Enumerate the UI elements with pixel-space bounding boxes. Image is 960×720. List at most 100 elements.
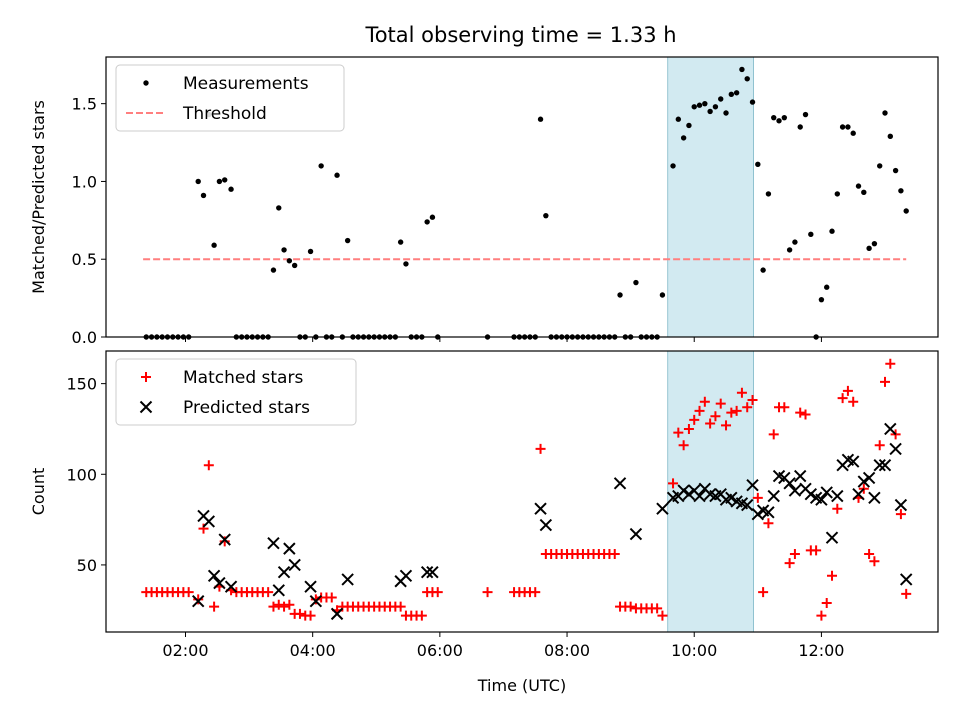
chart-1-series-1-point-13 bbox=[309, 594, 323, 608]
chart-1-series-0-point-109 bbox=[795, 407, 806, 418]
panel-top: 0.0 0.5 1.0 1.5 Matched/Predicted stars Measu… bbox=[29, 56, 939, 347]
chart-1-series-0-point-51 bbox=[416, 610, 427, 621]
chart-0-series-0-point-123 bbox=[871, 240, 878, 247]
chart-1-ytick-label-2: 150 bbox=[66, 375, 97, 394]
chart-1-series-1-point-47 bbox=[783, 477, 796, 490]
chart-1-series-0-point-100 bbox=[747, 394, 758, 405]
chart-1-series-0-point-92 bbox=[705, 418, 716, 429]
chart-1-series-1-point-65 bbox=[878, 459, 892, 472]
chart-1-xtick-label-1: 04:00 bbox=[290, 641, 336, 660]
chart-1-series-1-point-68 bbox=[894, 498, 908, 512]
chart-1-legend-label-0: Matched stars bbox=[183, 368, 303, 388]
chart-1-series-1-point-2 bbox=[202, 515, 216, 528]
chart-1-series-1-point-28 bbox=[682, 488, 696, 501]
chart-0-legend-box bbox=[115, 64, 345, 132]
panel-bottom: 02:00 04:00 06:00 08:00 10:00 12:00 50 100 150 Co… bbox=[29, 350, 939, 695]
chart-1-series-1-point-44 bbox=[767, 489, 780, 503]
chart-1-series-0-point-90 bbox=[694, 405, 705, 416]
chart-1-series-1-point-55 bbox=[825, 531, 839, 544]
chart-1-series-0-point-8 bbox=[183, 587, 194, 598]
chart-0-axes-frame bbox=[105, 56, 939, 338]
chart-1-series-1-point-7 bbox=[267, 536, 280, 550]
chart-0-series-0-point-117 bbox=[839, 124, 846, 130]
chart-1-series-0-point-119 bbox=[848, 396, 859, 407]
chart-0-series-0-point-35 bbox=[334, 172, 340, 178]
chart-0-series-0-point-106 bbox=[781, 114, 788, 121]
chart-1-series-0-point-9 bbox=[193, 594, 204, 605]
chart-1-series-0-point-94 bbox=[715, 398, 726, 409]
chart-0-series-0-point-47 bbox=[397, 239, 404, 245]
chart-0-series-0-point-88 bbox=[686, 122, 692, 129]
chart-1-ytick-label-0: 50 bbox=[77, 556, 97, 575]
chart-1-series-1-point-22 bbox=[613, 477, 627, 490]
chart-0-series-0-point-97 bbox=[733, 90, 740, 96]
chart-0-highlight-span bbox=[667, 56, 754, 338]
chart-1-series-1-point-43 bbox=[762, 506, 775, 519]
chart-1-series-1-point-40 bbox=[746, 478, 759, 492]
chart-0-series-0-point-116 bbox=[834, 191, 841, 197]
chart-0-series-0-point-86 bbox=[675, 116, 682, 122]
chart-1-legend-handle-1 bbox=[139, 400, 153, 414]
chart-1-series-0-point-34 bbox=[326, 592, 337, 603]
chart-0-series-0-point-24 bbox=[276, 205, 282, 211]
chart-1-legend-box bbox=[115, 358, 357, 426]
chart-0-series-0-point-14 bbox=[222, 177, 228, 183]
chart-1-axes-frame bbox=[105, 350, 939, 633]
chart-1-series-1-point-66 bbox=[884, 422, 897, 436]
chart-0-series-0-point-104 bbox=[771, 114, 777, 121]
chart-0-ytick-label-1: 0.5 bbox=[72, 250, 97, 269]
chart-1-series-0-point-91 bbox=[699, 396, 710, 407]
chart-1-series-1-point-23 bbox=[629, 527, 643, 541]
chart-0-series-0-point-90 bbox=[696, 102, 703, 108]
chart-1-legend-handle-0 bbox=[141, 372, 151, 382]
chart-1-series-0-point-75 bbox=[609, 549, 620, 560]
chart-1-xlabel: Time (UTC) bbox=[477, 676, 566, 695]
chart-1-series-0-point-107 bbox=[784, 558, 795, 569]
chart-1-series-1-point-62 bbox=[862, 471, 876, 485]
chart-0-series-0-point-109 bbox=[797, 124, 803, 130]
chart-1-series-1-point-18 bbox=[420, 565, 434, 579]
chart-0-series-0-point-62 bbox=[543, 212, 549, 219]
chart-1-series-1-point-69 bbox=[899, 573, 913, 586]
chart-1-series-0-point-115 bbox=[827, 570, 838, 581]
chart-1-series-0-point-97 bbox=[731, 405, 742, 416]
chart-0-series-0-point-96 bbox=[728, 91, 735, 98]
chart-0-ytick-label-0: 0.0 bbox=[72, 328, 97, 347]
chart-0-ytick-label-2: 1.0 bbox=[72, 172, 97, 191]
chart-0-series-0-point-10 bbox=[200, 192, 207, 199]
chart-1-series-0-point-14 bbox=[219, 536, 230, 547]
chart-0-series-0-point-107 bbox=[786, 247, 793, 253]
chart-0-series-0-point-79 bbox=[633, 279, 639, 286]
chart-0-series-0-point-118 bbox=[845, 124, 851, 130]
chart-0-series-0-point-48 bbox=[403, 261, 409, 267]
chart-1-series-1-point-4 bbox=[213, 576, 226, 590]
chart-1-series-1-point-63 bbox=[868, 491, 881, 505]
chart-0-series-0-point-37 bbox=[344, 237, 351, 244]
chart-1-series-0-point-28 bbox=[294, 608, 305, 619]
chart-1-series-0-point-23 bbox=[268, 601, 279, 612]
chart-1-series-0-point-95 bbox=[721, 420, 732, 431]
chart-0-series-0-point-87 bbox=[680, 135, 687, 141]
chart-1-legend-label-1: Predicted stars bbox=[183, 398, 310, 418]
chart-1-series-0-point-116 bbox=[832, 503, 843, 514]
chart-1-xtick-label-3: 08:00 bbox=[544, 641, 590, 660]
chart-0-series-0-point-122 bbox=[866, 245, 872, 252]
chart-1-series-0-point-117 bbox=[837, 393, 848, 404]
chart-0-series-0-point-101 bbox=[755, 161, 761, 168]
chart-0-ytick-label-3: 1.5 bbox=[72, 95, 97, 114]
chart-0-series-0-point-124 bbox=[877, 163, 883, 169]
chart-1-series-1-point-5 bbox=[218, 533, 231, 546]
chart-1-series-1-point-56 bbox=[831, 489, 844, 503]
chart-1-series-1-point-19 bbox=[426, 565, 439, 579]
chart-0-series-0-point-120 bbox=[855, 183, 862, 189]
chart-1-series-1-point-14 bbox=[330, 607, 344, 621]
chart-1-series-0-point-78 bbox=[625, 601, 636, 612]
chart-1-series-1-point-36 bbox=[725, 491, 738, 505]
chart-1-series-0-point-124 bbox=[874, 440, 885, 451]
chart-1-series-1-point-61 bbox=[857, 475, 871, 488]
chart-1-series-0-point-93 bbox=[710, 411, 721, 422]
chart-0-series-0-point-85 bbox=[670, 163, 676, 169]
chart-1-series-1-point-48 bbox=[788, 484, 802, 497]
chart-1-series-1-point-6 bbox=[224, 580, 238, 593]
chart-0-series-0-point-110 bbox=[802, 111, 809, 118]
